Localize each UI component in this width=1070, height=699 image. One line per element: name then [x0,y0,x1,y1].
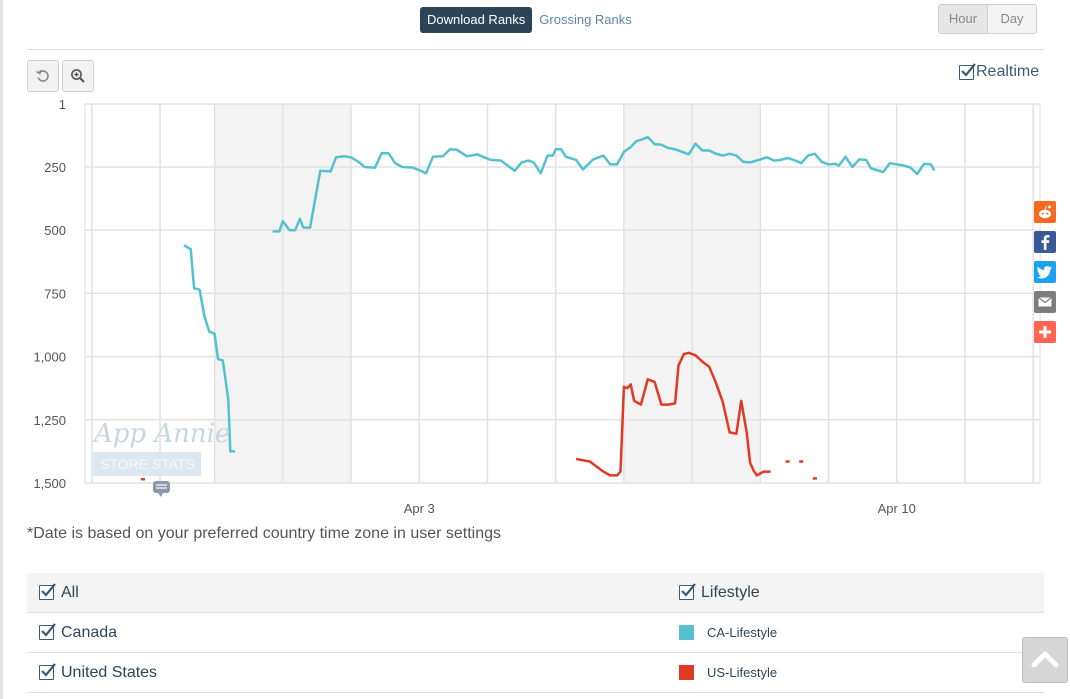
country-canada[interactable]: Canada [39,613,117,652]
series-label: CA-Lifestyle [707,625,778,640]
series-line-ca-lifestyle [183,244,236,453]
more-icon [1039,326,1051,338]
y-tick-label: 1,500 [33,476,66,491]
legend-row-canada: Canada CA-Lifestyle [27,613,1044,653]
legend-row-united-states: United States US-Lifestyle [27,653,1044,693]
y-tick-label: 1 [59,97,66,112]
watermark-subtitle: STORE STATS [100,456,195,472]
email-icon [1038,297,1052,307]
checkmark-icon [681,583,696,597]
more-share-button[interactable] [1034,321,1056,343]
checkmark-icon [961,62,976,77]
day-button[interactable]: Day [1000,11,1024,26]
series-line-us-lifestyle [575,351,771,477]
time-granularity-toggle: Hour Day [938,4,1037,34]
legend-all[interactable]: All [39,573,79,612]
comment-icon[interactable] [153,481,170,497]
united-states-checkbox[interactable] [39,663,56,680]
realtime-label: Realtime [976,63,1040,80]
series-ca-lifestyle[interactable]: CA-Lifestyle [679,613,777,652]
facebook-icon [1041,235,1050,250]
category-checkbox[interactable] [679,583,696,600]
checkmark-icon [41,583,56,597]
arrow-up-icon [1031,651,1059,668]
reddit-icon [1039,205,1051,219]
watermark-badge [93,452,201,476]
y-tick-label: 1,000 [33,350,66,365]
hour-button[interactable]: Hour [939,5,988,33]
twitter-share-button[interactable] [1034,261,1056,283]
all-label: All [61,583,79,601]
y-tick-label: 500 [44,223,66,238]
twitter-icon [1036,266,1052,279]
left-border [0,0,3,699]
reddit-share-button[interactable] [1034,201,1056,223]
canada-checkbox[interactable] [39,623,56,640]
rank-tabs: Download Ranks Grossing Ranks [420,7,639,33]
checkmark-icon [41,663,56,677]
country-label: United States [61,663,158,681]
series-us-lifestyle[interactable]: US-Lifestyle [679,653,777,692]
tab-grossing-ranks[interactable]: Grossing Ranks [539,12,632,27]
app-annie-watermark: App Annie STORE STATS [92,419,230,476]
rank-chart: 1 250 500 750 1,000 1,250 1,500 Apr 3 Apr 10 Ap… [33,97,1041,516]
series-line-ca-lifestyle [272,135,936,233]
y-tick-label: 750 [44,286,66,301]
legend-category[interactable]: Lifestyle [679,573,760,612]
watermark-title: App Annie [92,419,230,449]
country-label: Canada [61,623,118,641]
legend-header-row: All Lifestyle [27,573,1044,613]
tab-download-ranks[interactable]: Download Ranks [420,7,533,33]
zoom-in-icon [71,69,85,83]
realtime-toggle[interactable]: Realtime [959,62,1040,81]
reset-zoom-icon [36,69,49,82]
divider [27,49,1044,50]
reset-zoom-button[interactable] [27,60,59,92]
all-checkbox[interactable] [39,583,56,600]
series-swatch [679,665,694,680]
checkmark-icon [41,623,56,637]
y-tick-label: 250 [44,160,66,175]
series-swatch [679,625,694,640]
realtime-checkbox[interactable] [959,62,976,80]
email-share-button[interactable] [1034,291,1056,313]
category-label: Lifestyle [701,583,760,601]
country-united-states[interactable]: United States [39,653,157,692]
y-tick-label: 1,250 [33,413,66,428]
legend-table: All Lifestyle Canada CA-Lifestyle United… [27,573,1044,693]
x-tick-label: Apr 10 [878,501,916,516]
timezone-footnote: *Date is based on your preferred country… [27,525,502,542]
scroll-to-top-button[interactable] [1022,637,1068,683]
x-tick-label: Apr 3 [404,501,435,516]
series-label: US-Lifestyle [707,665,778,680]
zoom-button[interactable] [62,60,94,92]
facebook-share-button[interactable] [1034,231,1056,253]
